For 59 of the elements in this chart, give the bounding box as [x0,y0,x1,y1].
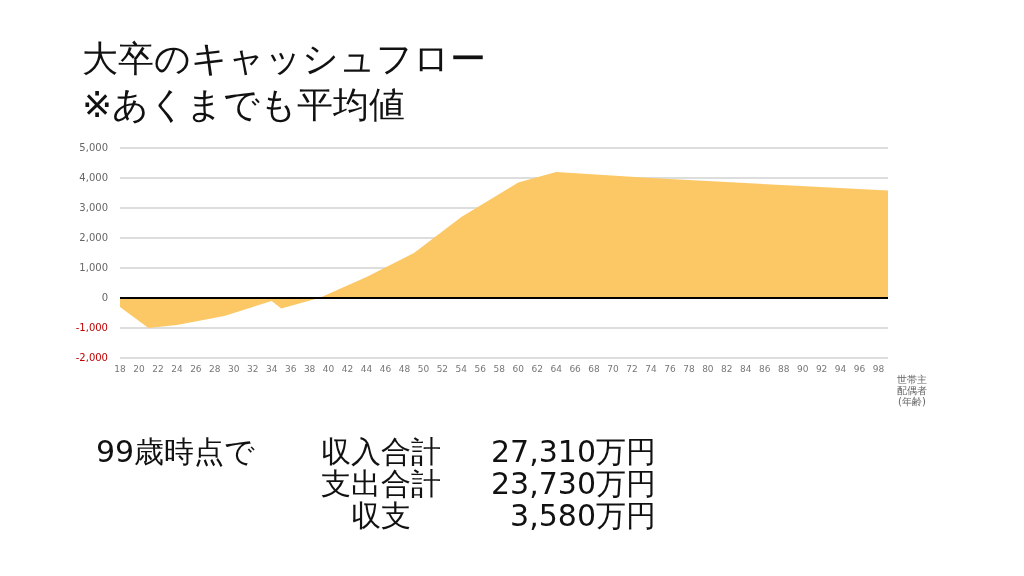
text: 支出合計 [320,466,442,501]
chart-subtitle: ※あくまでも平均値 [82,83,407,127]
y-tick-label: 0 [101,292,108,303]
x-tick-label: 64 [550,364,563,375]
y-tick-label: 3,000 [79,202,108,213]
x-tick-label: 58 [493,364,506,375]
x-tick-label: 46 [379,364,392,375]
x-tick-label: 24 [171,364,183,375]
x-tick-label: 44 [360,364,373,375]
chart-title: 大卒のキャッシュフロー [82,37,486,81]
x-tick-label: 76 [664,364,676,375]
x-tick-label: 60 [512,364,525,375]
x-tick-label: 26 [190,364,202,375]
x-tick-label: 18 [114,364,126,375]
text: 収支 [350,498,411,533]
text: 27,310万円 [490,434,656,469]
x-tick-label: 84 [740,364,752,375]
x-axis-title: 世帯主配偶者(年齢) [896,374,928,407]
x-tick-label: 34 [265,364,278,375]
y-tick-label: -1,000 [75,322,108,333]
text: 3,580万円 [509,498,656,533]
x-tick-label: 48 [398,364,411,375]
x-tick-label: 92 [815,364,828,375]
x-tick-label: 62 [531,364,543,375]
x-tick-label: 98 [872,364,885,375]
y-tick-label: 5,000 [79,142,108,153]
x-tick-label: 32 [247,364,259,375]
x-tick-label: 80 [702,364,714,375]
x-tick-label: 68 [588,364,601,375]
x-tick-label: 72 [626,364,638,375]
text: 収入合計 [320,434,442,469]
x-tick-label: 30 [228,364,240,375]
text: 23,730万円 [490,466,656,501]
x-tick-label: 20 [133,364,145,375]
y-tick-label: 1,000 [79,262,108,273]
y-tick-label: 4,000 [79,172,108,183]
x-tick-label: 74 [645,364,657,375]
text: 99歳時点で [96,434,257,469]
x-tick-label: 86 [759,364,771,375]
x-tick-label: 28 [209,364,221,375]
x-tick-label: 66 [569,364,582,375]
x-tick-label: 52 [436,364,449,375]
x-tick-label: 94 [834,364,847,375]
x-tick-label: 50 [417,364,430,375]
x-tick-label: 90 [796,364,809,375]
y-tick-label: 2,000 [79,232,108,243]
x-tick-label: 96 [853,364,866,375]
x-tick-label: 82 [721,364,733,375]
x-tick-label: 36 [284,364,297,375]
x-tick-label: 42 [341,364,354,375]
x-tick-label: 54 [455,364,468,375]
x-tick-label: 56 [474,364,487,375]
y-tick-label: -2,000 [75,352,108,363]
x-tick-label: 22 [152,364,164,375]
x-tick-label: 78 [683,364,695,375]
x-tick-label: 70 [607,364,620,375]
x-tick-label: 88 [777,364,790,375]
x-tick-label: 38 [303,364,316,375]
x-tick-label: 40 [322,364,335,375]
